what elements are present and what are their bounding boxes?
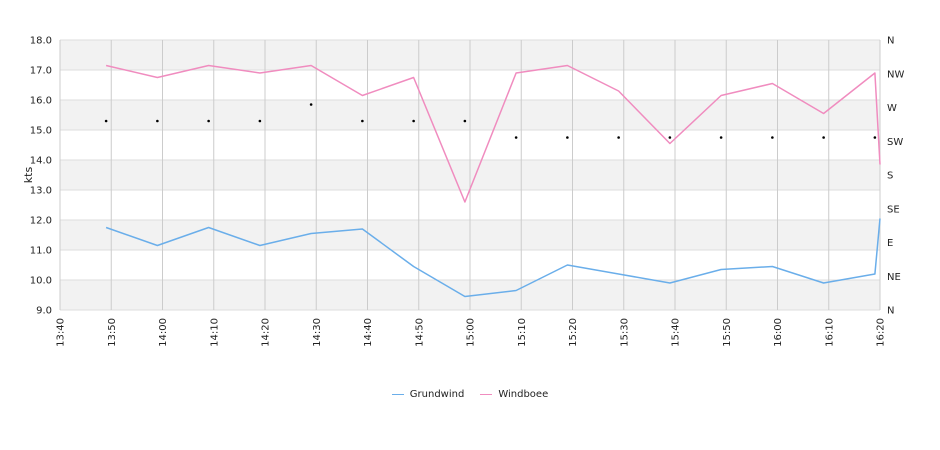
y-tick-label: 15.0: [30, 126, 52, 137]
y2-tick-label: E: [887, 238, 893, 249]
direction-marker: [258, 119, 262, 123]
x-tick-label: 15:20: [568, 318, 579, 347]
direction-marker: [361, 119, 364, 123]
x-tick-label: 14:40: [363, 318, 374, 347]
legend: Grundwind Windboee: [0, 386, 940, 402]
y2-tick-label: SW: [887, 137, 903, 148]
x-tick-label: 16:20: [876, 318, 887, 347]
y-tick-label: 16.0: [30, 96, 52, 107]
direction-marker: [566, 136, 569, 139]
x-axis-ticks: 13:40 13:50 14:00 14:10 14:20 14:30 14:40 14:50…: [56, 318, 887, 347]
x-tick-label: 14:00: [158, 318, 169, 347]
direction-marker: [463, 119, 467, 123]
direction-marker: [873, 136, 877, 139]
legend-swatch: [480, 393, 493, 395]
x-tick-label: 16:00: [773, 318, 784, 347]
direction-marker: [309, 103, 313, 106]
x-tick-label: 15:50: [722, 318, 733, 347]
x-tick-label: 13:50: [107, 318, 118, 347]
direction-markers: [104, 103, 877, 139]
y-tick-label: 18.0: [30, 36, 52, 47]
legend-item-windboee[interactable]: Windboee: [480, 386, 548, 402]
grid-lines: [59, 39, 881, 311]
x-tick-label: 14:20: [261, 318, 272, 347]
y-axis-ticks: 9.0 10.0 11.0 12.0 13.0 14.0 15.0 16.0 17.0 18.0: [30, 36, 52, 317]
x-tick-label: 14:10: [209, 318, 220, 347]
series-lines: [105, 64, 881, 298]
x-tick-label: 14:30: [312, 318, 323, 347]
legend-item-grundwind[interactable]: Grundwind: [391, 386, 465, 402]
x-tick-label: 15:10: [517, 318, 528, 347]
y2-tick-label: NW: [887, 69, 904, 80]
x-tick-label: 16:10: [824, 318, 835, 347]
x-tick-label: 14:50: [414, 318, 425, 347]
direction-marker: [156, 119, 159, 123]
series-line-grundwind: [105, 218, 881, 298]
y-tick-label: 10.0: [30, 276, 52, 287]
y-tick-label: 11.0: [30, 246, 52, 257]
direction-marker: [207, 119, 210, 123]
direction-marker: [104, 119, 108, 123]
direction-marker: [771, 136, 774, 139]
y2-tick-label: N: [887, 36, 894, 47]
direction-marker: [412, 119, 415, 123]
legend-swatch: [391, 393, 404, 395]
x-tick-label: 15:30: [619, 318, 630, 347]
legend-label: Windboee: [498, 388, 549, 400]
y-tick-label: 17.0: [30, 66, 52, 77]
y2-tick-label: W: [887, 103, 897, 114]
legend-label: Grundwind: [409, 388, 465, 400]
direction-marker: [617, 136, 620, 139]
direction-marker: [822, 136, 825, 139]
y-tick-label: 12.0: [30, 216, 52, 227]
y-tick-label: 9.0: [36, 306, 52, 317]
direction-marker: [668, 136, 672, 139]
y-axis-title: kts: [22, 167, 35, 184]
y-tick-label: 14.0: [30, 156, 52, 167]
y2-tick-label: SE: [887, 204, 900, 215]
y-tick-label: 13.0: [30, 186, 52, 197]
x-tick-label: 15:40: [671, 318, 682, 347]
x-tick-label: 15:00: [466, 318, 477, 347]
y2-tick-label: S: [887, 171, 893, 182]
series-line-windboee: [105, 64, 881, 203]
direction-marker: [719, 136, 723, 139]
x-tick-label: 13:40: [56, 318, 67, 347]
y2-tick-label: NE: [887, 272, 901, 283]
y2-tick-label: N: [887, 306, 894, 317]
direction-marker: [514, 136, 518, 139]
y2-axis-ticks: N NE E SE S SW W NW N: [887, 36, 904, 317]
